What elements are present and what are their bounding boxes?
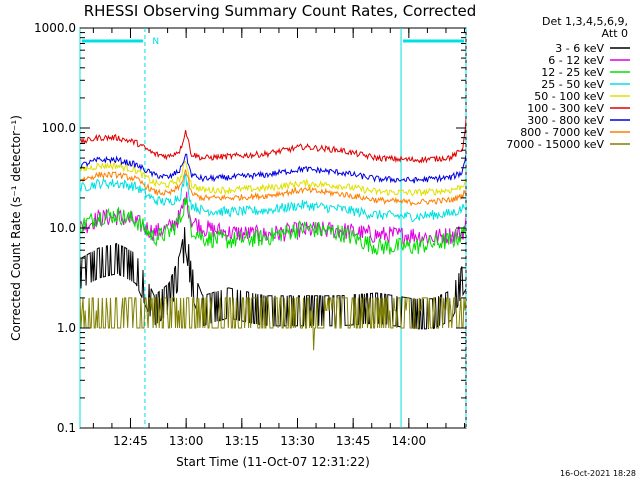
series-line-7000-15000-kev: [80, 297, 466, 351]
series-line-50-100-kev: [80, 160, 466, 197]
saa-marker: N: [152, 37, 159, 47]
series-line-100-300-kev: [80, 119, 466, 164]
x-axis-label: Start Time (11-Oct-07 12:31:22): [176, 455, 370, 469]
legend-label: 6 - 12 keV: [548, 54, 604, 67]
series-line-25-50-kev: [80, 173, 466, 223]
y-tick-label: 1.0: [57, 321, 76, 335]
series-layer: [80, 119, 466, 351]
series-line-12-25-kev: [80, 197, 466, 256]
x-tick-label: 14:00: [392, 434, 427, 448]
legend-label: 12 - 25 keV: [541, 66, 604, 79]
legend-header-attenuator: Att 0: [602, 27, 628, 40]
y-tick-label: 1000.0: [34, 21, 76, 35]
y-tick-label: 0.1: [57, 421, 76, 435]
legend-label: 50 - 100 keV: [534, 90, 604, 103]
legend-label: 7000 - 15000 keV: [506, 138, 604, 151]
series-line-300-800-kev: [80, 153, 466, 184]
x-tick-label: 13:30: [280, 434, 315, 448]
legend-header-detectors: Det 1,3,4,5,6,9,: [542, 15, 628, 28]
series-line-800-7000-kev: [80, 169, 466, 207]
x-tick-label: 12:45: [113, 434, 148, 448]
y-tick-label: 100.0: [42, 121, 76, 135]
x-tick-label: 13:45: [336, 434, 371, 448]
legend-label: 800 - 7000 keV: [520, 126, 604, 139]
legend-label: 3 - 6 keV: [555, 42, 604, 55]
x-tick-label: 13:00: [169, 434, 204, 448]
y-tick-label: 10.0: [49, 221, 76, 235]
x-axis: 12:45 13:00 13:15 13:30 13:45 14:00: [92, 28, 466, 448]
y-axis: 1000.0 100.0 10.0 1.0 0.1: [34, 21, 466, 435]
y-axis-label: Corrected Count Rate (s⁻¹ detector⁻¹): [9, 115, 23, 341]
x-tick-label: 13:15: [225, 434, 260, 448]
generation-timestamp: 16-Oct-2021 18:28: [560, 469, 636, 478]
legend-label: 300 - 800 keV: [527, 114, 604, 127]
chart-title: RHESSI Observing Summary Count Rates, Co…: [84, 2, 477, 20]
legend-label: 100 - 300 keV: [527, 102, 604, 115]
legend-label: 25 - 50 keV: [541, 78, 604, 91]
